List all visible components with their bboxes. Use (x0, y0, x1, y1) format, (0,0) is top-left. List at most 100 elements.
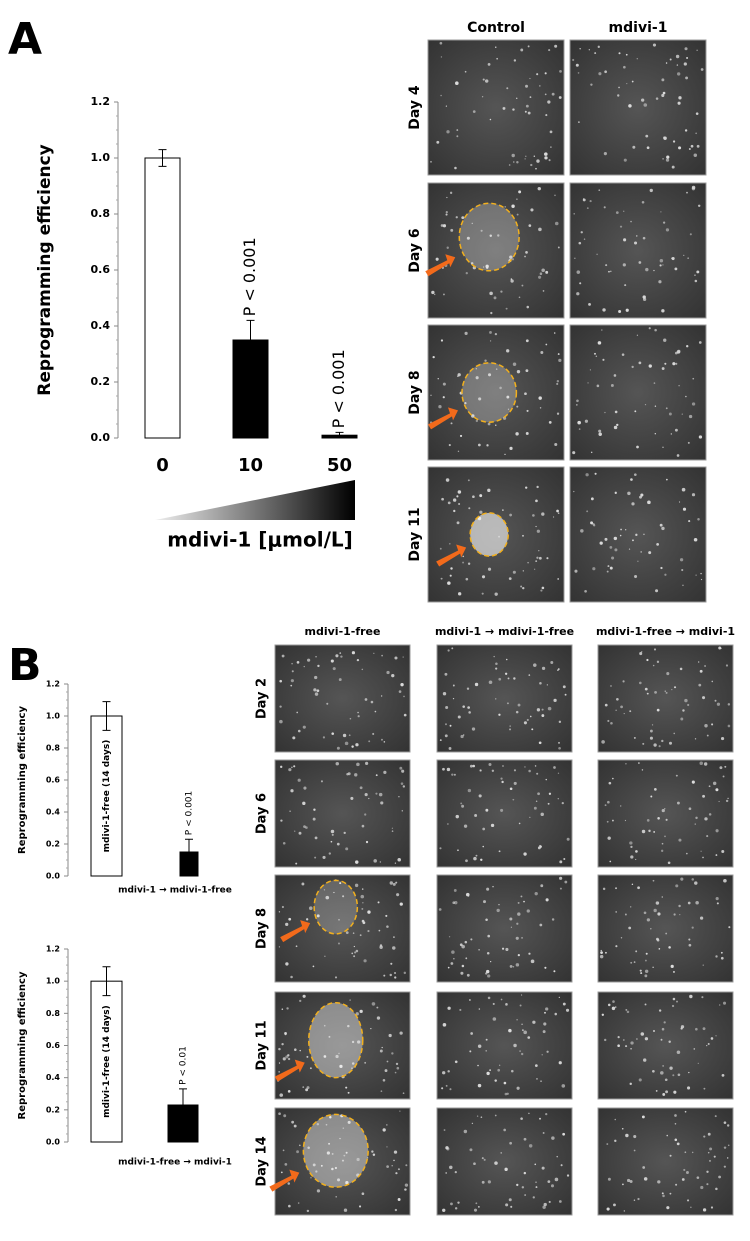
micrograph (436, 759, 573, 868)
cell-speck (381, 738, 383, 741)
cell-speck (640, 972, 643, 975)
cell-speck (664, 1078, 668, 1082)
row-label: Day 14 (255, 1136, 270, 1186)
cell-speck (461, 944, 465, 949)
cell-speck (545, 1007, 549, 1011)
cell-speck (457, 849, 459, 852)
cell-speck (670, 964, 674, 969)
cell-speck (342, 1127, 345, 1129)
cell-speck (323, 1024, 326, 1027)
cell-speck (431, 290, 435, 295)
cell-speck (448, 747, 452, 750)
cell-speck (532, 1196, 535, 1199)
cell-speck (481, 1157, 484, 1160)
cell-speck (512, 362, 517, 366)
cell-speck (646, 819, 650, 822)
cell-speck (609, 546, 613, 549)
cell-speck (712, 781, 717, 786)
cell-speck (695, 900, 699, 905)
cell-speck (456, 495, 459, 498)
cell-speck (694, 823, 696, 825)
cell-speck (516, 405, 519, 408)
cell-speck (533, 568, 536, 570)
cell-speck (533, 663, 537, 667)
cell-speck (351, 1040, 355, 1044)
cell-speck (553, 332, 556, 334)
cell-speck (462, 561, 464, 564)
cell-speck (637, 560, 639, 562)
cell-speck (391, 827, 394, 829)
cell-speck (681, 487, 686, 492)
cell-speck (495, 424, 497, 427)
cell-speck (682, 584, 684, 587)
cell-speck (523, 721, 527, 725)
cell-speck (447, 1070, 450, 1073)
cell-speck (507, 408, 510, 410)
cell-speck (498, 713, 501, 716)
cell-speck (547, 706, 552, 711)
cell-speck (525, 84, 529, 88)
cell-speck (490, 823, 495, 828)
cell-speck (381, 1046, 383, 1049)
cell-speck (509, 255, 513, 259)
cell-speck (323, 889, 326, 891)
micrograph (597, 1107, 734, 1216)
cell-speck (586, 510, 589, 513)
cell-speck (671, 256, 675, 261)
cell-speck (447, 581, 451, 585)
cell-speck (544, 966, 547, 969)
cell-speck (364, 793, 368, 797)
cell-speck (460, 802, 463, 805)
cell-speck (623, 1210, 626, 1212)
cell-speck (644, 1037, 649, 1041)
cell-speck (557, 797, 560, 800)
cell-speck (534, 765, 537, 767)
cell-speck (485, 1038, 488, 1041)
cell-speck (644, 1003, 647, 1006)
cell-speck (613, 425, 618, 430)
cell-speck (509, 787, 513, 791)
cell-speck (541, 1054, 543, 1056)
cell-speck (529, 77, 531, 80)
cell-speck (708, 1159, 712, 1162)
cell-speck (674, 1122, 677, 1125)
cell-speck (356, 1157, 360, 1162)
cell-speck (527, 561, 529, 564)
cell-speck (675, 54, 680, 59)
cell-speck (672, 1074, 675, 1077)
cell-speck (447, 1006, 451, 1010)
cell-speck (673, 970, 675, 973)
cell-speck (655, 97, 659, 100)
colony (470, 512, 509, 557)
cell-speck (524, 392, 527, 396)
cell-speck (644, 404, 647, 406)
cell-speck (674, 428, 678, 432)
cell-speck (388, 1033, 392, 1038)
cell-speck (449, 574, 452, 577)
error-bar (158, 149, 167, 167)
cell-speck (284, 1033, 287, 1036)
p-value: P < 0.001 (185, 791, 195, 835)
cell-speck (715, 1035, 717, 1037)
cell-speck (720, 736, 725, 741)
cell-speck (401, 810, 404, 812)
cell-speck (493, 296, 497, 300)
cell-speck (679, 667, 683, 671)
cell-speck (359, 786, 363, 790)
cell-speck (675, 884, 679, 888)
cell-speck (625, 308, 629, 312)
cell-speck (430, 394, 432, 396)
colony (462, 362, 517, 423)
cell-speck (399, 1031, 403, 1035)
cell-speck (524, 110, 527, 113)
cell-speck (631, 80, 634, 83)
cell-speck (538, 741, 542, 745)
cell-speck (672, 140, 676, 143)
cell-speck (525, 104, 529, 108)
cell-speck (446, 1147, 450, 1151)
y-tick-label: 1.0 (46, 977, 61, 986)
y-tick-label: 0.2 (46, 1105, 60, 1114)
cell-speck (684, 1110, 687, 1113)
cell-speck (306, 1209, 310, 1213)
cell-speck (653, 382, 656, 384)
